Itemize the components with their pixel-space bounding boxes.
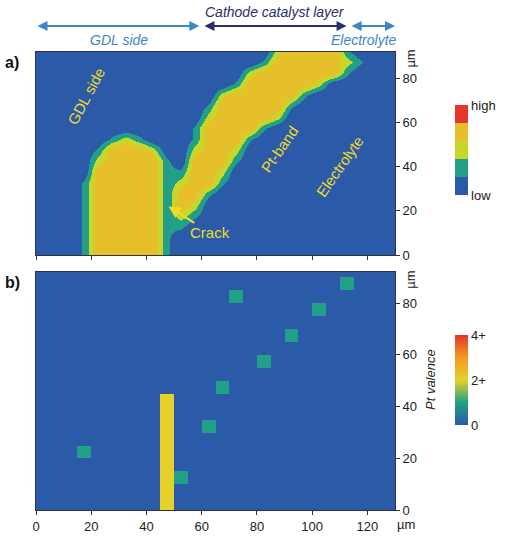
svg-text:Pt-band: Pt-band (257, 123, 301, 176)
svg-text:µm: µm (403, 49, 418, 67)
svg-text:60: 60 (403, 347, 417, 362)
svg-text:µm: µm (403, 270, 418, 288)
svg-text:80: 80 (403, 71, 417, 86)
svg-text:µm: µm (397, 517, 415, 532)
svg-text:0: 0 (403, 503, 410, 518)
svg-text:4+: 4+ (471, 328, 486, 343)
svg-text:GDL side: GDL side (90, 32, 148, 48)
svg-text:20: 20 (84, 519, 98, 534)
svg-text:60: 60 (194, 519, 208, 534)
svg-text:Electrolyte: Electrolyte (331, 32, 397, 48)
svg-text:b): b) (5, 274, 20, 291)
svg-text:20: 20 (403, 451, 417, 466)
svg-text:2+: 2+ (471, 373, 486, 388)
svg-text:Electrolyte: Electrolyte (313, 133, 367, 200)
svg-text:20: 20 (403, 203, 417, 218)
svg-text:0: 0 (471, 418, 478, 433)
svg-text:Cathode catalyst layer: Cathode catalyst layer (205, 4, 345, 20)
svg-text:40: 40 (139, 519, 153, 534)
svg-text:80: 80 (250, 519, 264, 534)
svg-text:0: 0 (32, 519, 39, 534)
svg-text:a): a) (5, 54, 19, 71)
svg-text:0: 0 (403, 248, 410, 263)
svg-text:60: 60 (403, 115, 417, 130)
svg-text:Crack: Crack (190, 224, 230, 241)
svg-text:low: low (471, 188, 491, 203)
svg-text:Pt valence: Pt valence (423, 349, 438, 410)
svg-text:100: 100 (301, 519, 323, 534)
svg-text:high: high (471, 98, 496, 113)
svg-text:40: 40 (403, 159, 417, 174)
svg-text:120: 120 (357, 519, 379, 534)
svg-text:40: 40 (403, 399, 417, 414)
svg-text:GDL side: GDL side (64, 65, 108, 128)
svg-text:80: 80 (403, 296, 417, 311)
